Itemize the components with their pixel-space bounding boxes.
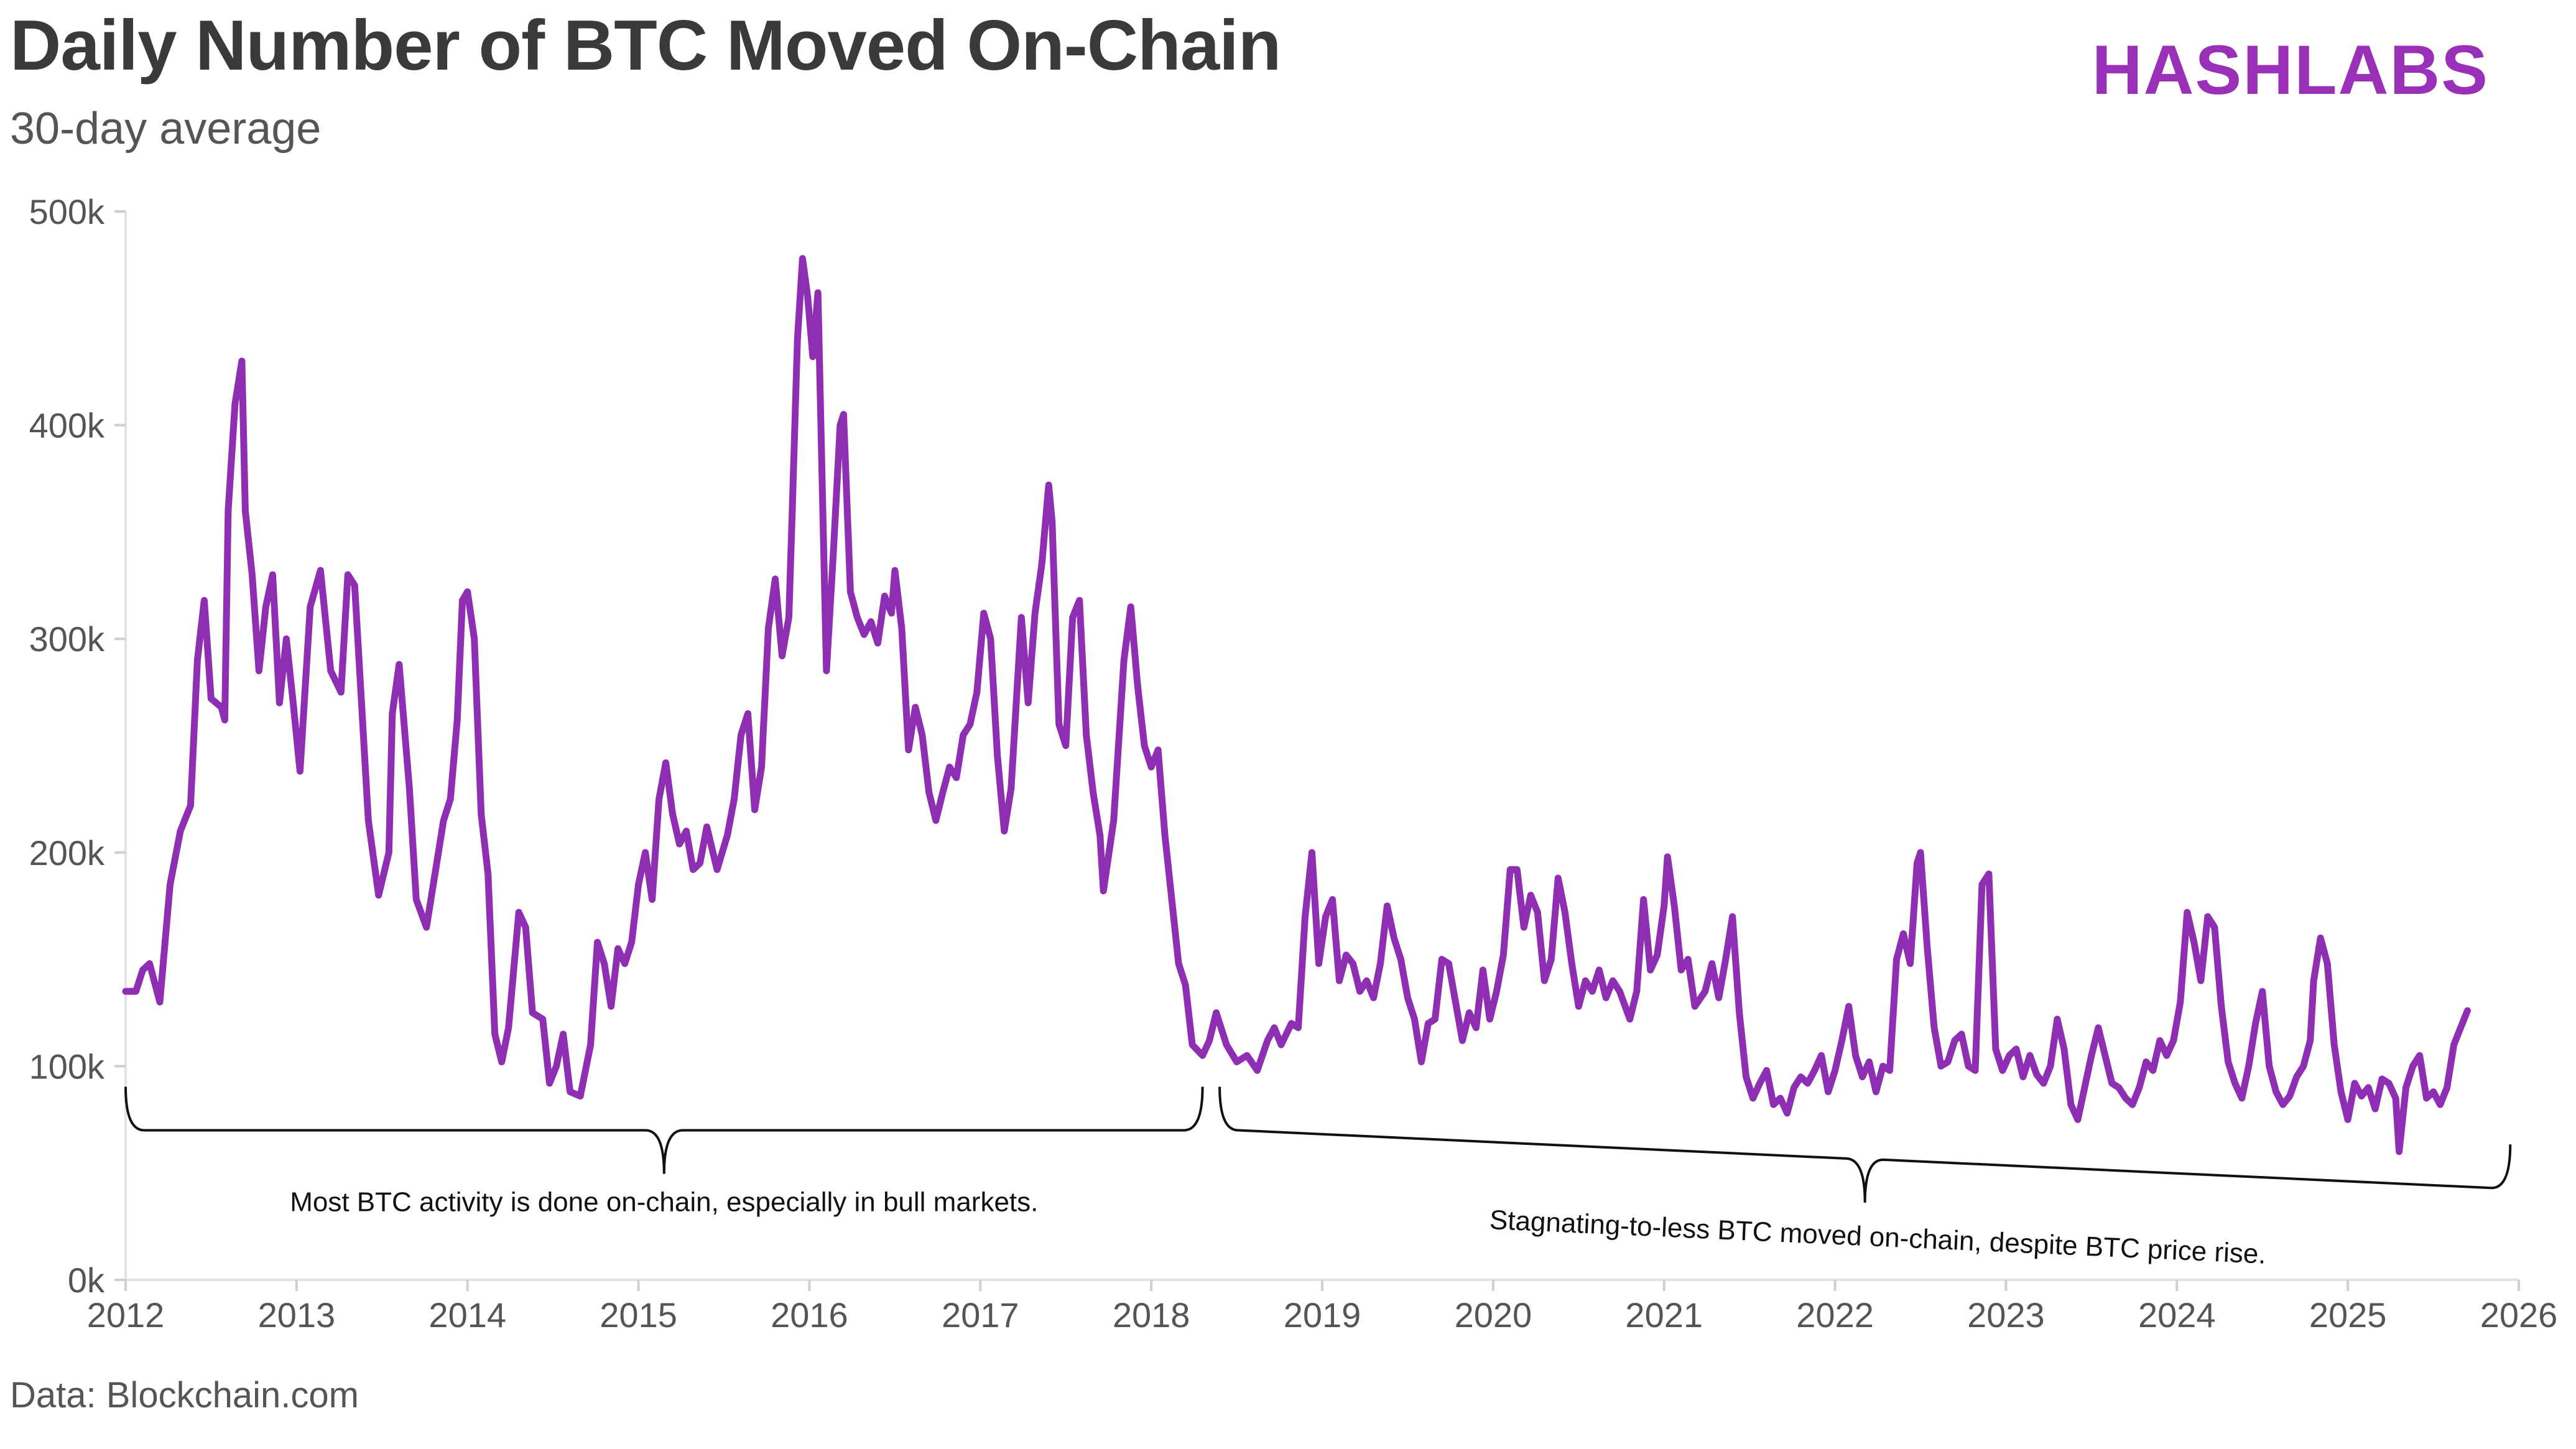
annotation-text-2: Stagnating-to-less BTC moved on-chain, d…: [1489, 1205, 2267, 1270]
x-tick-label: 2014: [429, 1295, 506, 1335]
annotation-text-1: Most BTC activity is done on-chain, espe…: [290, 1187, 1038, 1217]
chart-title: Daily Number of BTC Moved On-Chain: [10, 6, 1281, 85]
data-source: Data: Blockchain.com: [10, 1375, 359, 1415]
x-tick-label: 2019: [1284, 1295, 1361, 1335]
chart-subtitle: 30-day average: [10, 104, 322, 154]
x-tick-label: 2026: [2480, 1295, 2558, 1335]
y-tick-label: 400k: [29, 406, 105, 445]
y-axis: 0k 100k 200k 300k 400k 500k: [29, 192, 127, 1300]
y-tick-label: 200k: [29, 833, 105, 873]
x-tick-label: 2017: [942, 1295, 1019, 1335]
x-tick-label: 2022: [1796, 1295, 1874, 1335]
x-tick-label: 2025: [2309, 1295, 2387, 1335]
x-tick-label: 2021: [1625, 1295, 1703, 1335]
x-axis: 2012 2013 2014 2015 2016 2017 2018 2019 2020 2021…: [87, 1279, 2558, 1335]
x-tick-label: 2020: [1455, 1295, 1532, 1335]
x-tick-label: 2012: [87, 1295, 165, 1335]
x-tick-label: 2024: [2138, 1295, 2216, 1335]
y-tick-label: 300k: [29, 619, 105, 659]
annotation-brace-2: [1218, 1086, 2512, 1203]
x-tick-label: 2013: [258, 1295, 336, 1335]
annotation-brace-1: [124, 1086, 1204, 1174]
series-line: [122, 255, 2471, 1155]
brand-logo: HASHLABS: [2092, 31, 2489, 109]
annotations: Most BTC activity is done on-chain, espe…: [124, 1086, 2512, 1270]
y-tick-label: 500k: [29, 192, 105, 231]
x-tick-label: 2018: [1113, 1295, 1190, 1335]
y-tick-label: 100k: [29, 1047, 105, 1086]
x-tick-label: 2015: [600, 1295, 677, 1335]
x-tick-label: 2023: [1967, 1295, 2045, 1335]
y-tick-label: 0k: [68, 1261, 105, 1300]
x-tick-label: 2016: [771, 1295, 848, 1335]
